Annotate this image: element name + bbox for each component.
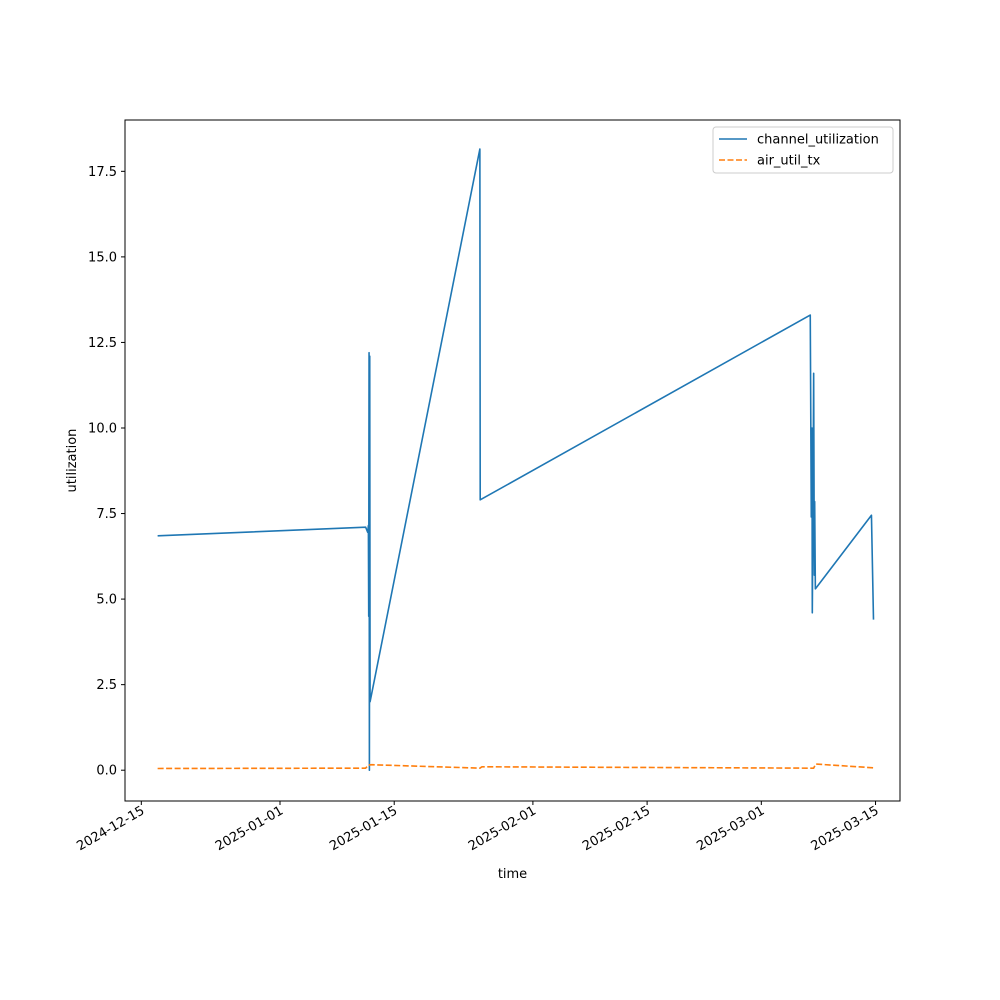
- y-tick-label: 15.0: [88, 250, 117, 265]
- y-tick-label: 2.5: [96, 678, 117, 693]
- y-tick-label: 10.0: [88, 421, 117, 436]
- legend: channel_utilization air_util_tx: [712, 126, 894, 174]
- y-axis-label: utilization: [65, 429, 80, 493]
- legend-label-air-util-tx: air_util_tx: [757, 154, 821, 169]
- y-tick-label: 17.5: [88, 165, 117, 180]
- series-line-air-util-tx: [157, 763, 874, 770]
- series-line-channel-utilization: [157, 148, 875, 772]
- legend-label-channel-utilization: channel_utilization: [757, 133, 879, 148]
- y-tick-label: 5.0: [96, 593, 117, 608]
- y-tick-label: 7.5: [96, 507, 117, 522]
- plot-frame: [124, 119, 901, 802]
- y-tick-label: 12.5: [88, 336, 117, 351]
- series-layer: [157, 148, 875, 772]
- legend-box: [712, 126, 894, 174]
- y-tick-label: 0.0: [96, 764, 117, 779]
- x-axis-label: time: [498, 867, 527, 882]
- y-axis: 0.0 2.5 5.0 7.5 10.0 12.5 15.0 17.5: [88, 165, 125, 779]
